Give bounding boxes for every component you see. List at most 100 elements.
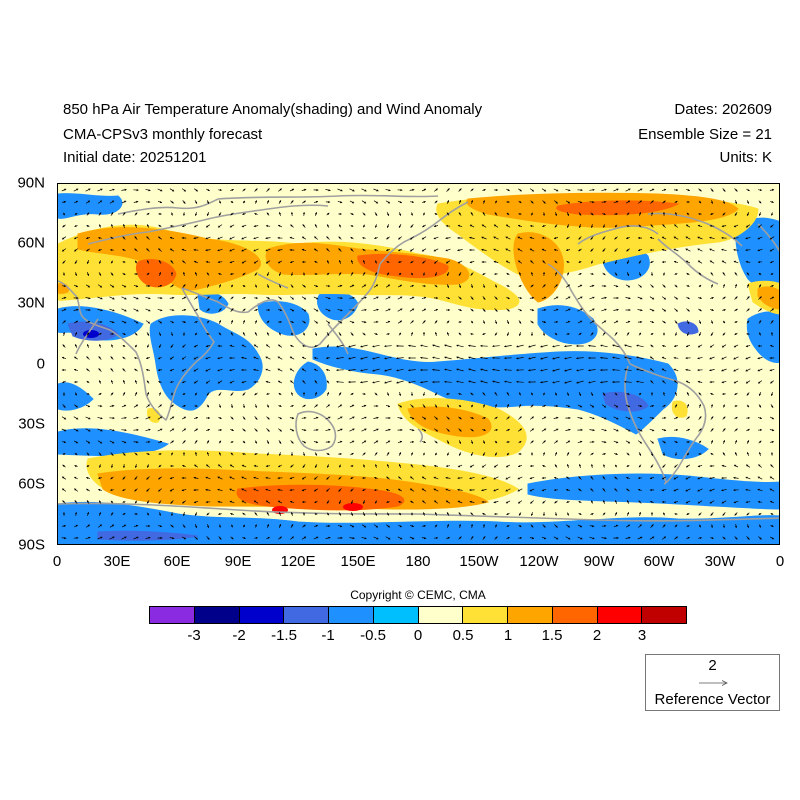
wind-vector-head: [352, 308, 355, 312]
wind-vector-head: [241, 225, 244, 228]
wind-vector-head: [242, 512, 245, 515]
wind-vector-head: [530, 333, 534, 336]
wind-vector-head: [495, 297, 498, 300]
wind-vector-head: [770, 213, 774, 216]
wind-vector-head: [673, 368, 676, 371]
wind-vector-head: [291, 536, 294, 539]
wind-vector-head: [195, 321, 198, 324]
wind-vector-head: [639, 441, 642, 444]
wind-vector-head: [182, 357, 185, 360]
wind-vector-head: [604, 441, 607, 444]
wind-vector-head: [494, 333, 497, 336]
wind-vector-head: [771, 417, 774, 420]
wind-vector-head: [387, 284, 390, 287]
wind-vector-head: [494, 212, 497, 215]
wind-vector-head: [134, 477, 137, 480]
wind-vector-head: [529, 489, 532, 492]
wind-vector-head: [697, 477, 700, 480]
wind-vector-head: [494, 404, 498, 407]
wind-vector-head: [376, 416, 379, 419]
wind-vector-head: [446, 405, 449, 408]
wind-vector-head: [147, 321, 150, 324]
wind-vector-head: [506, 404, 510, 407]
wind-vector-head: [542, 513, 546, 516]
wind-vector-head: [698, 272, 701, 275]
wind-vector-head: [315, 453, 317, 456]
wind-vector-head: [483, 309, 486, 312]
wind-vector-head: [710, 393, 713, 395]
wind-vector-head: [568, 428, 571, 431]
wind-vector-head: [338, 489, 341, 492]
wind-vector-head: [218, 213, 221, 216]
wind-vector-head: [398, 225, 401, 228]
wind-vector-head: [411, 308, 415, 311]
wind-vector-head: [61, 368, 64, 372]
wind-vector-head: [134, 465, 138, 468]
wind-vector-head: [99, 200, 102, 203]
wind-vector-head: [363, 284, 367, 287]
wind-vector-head: [230, 452, 233, 455]
wind-vector-head: [99, 512, 101, 515]
wind-vector-head: [399, 405, 402, 408]
wind-vector-head: [217, 381, 221, 384]
wind-vector-head: [456, 368, 459, 371]
lon-label-180: 180: [405, 553, 431, 570]
wind-vector-head: [495, 309, 498, 312]
wind-vector-head: [363, 440, 367, 443]
wind-vector-head: [435, 524, 438, 527]
wind-vector-head: [745, 260, 748, 264]
wind-vector-head: [482, 212, 485, 215]
wind-vector-head: [135, 272, 138, 276]
wind-vector-head: [147, 333, 149, 336]
wind-vector-head: [410, 452, 413, 455]
wind-vector-head: [445, 476, 448, 479]
wind-vector-head: [758, 273, 761, 276]
wind-vector-head: [722, 440, 726, 443]
wind-vector-head: [135, 392, 138, 395]
wind-vector-head: [302, 512, 306, 515]
wind-vector-head: [327, 452, 330, 455]
wind-vector-head: [651, 536, 655, 539]
wind-vector-head: [350, 225, 353, 228]
wind-vector-head: [399, 440, 402, 443]
wind-vector-head: [576, 344, 579, 348]
wind-vector-head: [218, 393, 221, 396]
wind-vector-head: [421, 237, 425, 240]
wind-vector-head: [711, 536, 714, 539]
wind-vector-head: [100, 320, 103, 324]
wind-vector-head: [315, 465, 317, 468]
wind-vector-head: [734, 284, 738, 287]
wind-vector-head: [110, 500, 113, 503]
wind-vector-head: [579, 320, 583, 323]
wind-vector-head: [480, 356, 483, 359]
wind-vector-head: [530, 464, 533, 468]
wind-vector-head: [206, 213, 209, 216]
wind-vector-head: [674, 272, 677, 275]
wind-vector-head: [711, 416, 714, 419]
wind-vector-head: [591, 320, 595, 323]
wind-vector-head: [652, 429, 655, 432]
wind-vector-head: [747, 201, 749, 204]
wind-vector-head: [63, 453, 66, 456]
wind-vector-head: [733, 476, 736, 479]
wind-vector-head: [640, 297, 643, 300]
wind-vector-head: [122, 500, 125, 503]
wind-vector-head: [616, 285, 619, 288]
wind-vector-head: [123, 453, 126, 456]
wind-vector-head: [351, 453, 354, 455]
ensemble-size: Ensemble Size = 21: [638, 126, 772, 143]
wind-vector-head: [580, 308, 583, 311]
wind-vector-head: [230, 272, 233, 276]
colorbar-swatch: [642, 607, 686, 623]
wind-vector-head: [372, 357, 375, 360]
wind-vector-head: [388, 537, 391, 540]
wind-vector-head: [651, 524, 654, 527]
wind-vector-head: [230, 332, 233, 335]
wind-vector-head: [146, 513, 149, 516]
wind-vector-head: [733, 237, 736, 240]
wind-vector-head: [62, 381, 65, 383]
wind-vector-head: [87, 273, 90, 276]
wind-vector-head: [481, 236, 484, 239]
lon-label-60e: 60E: [163, 553, 191, 570]
wind-vector-head: [735, 440, 738, 443]
